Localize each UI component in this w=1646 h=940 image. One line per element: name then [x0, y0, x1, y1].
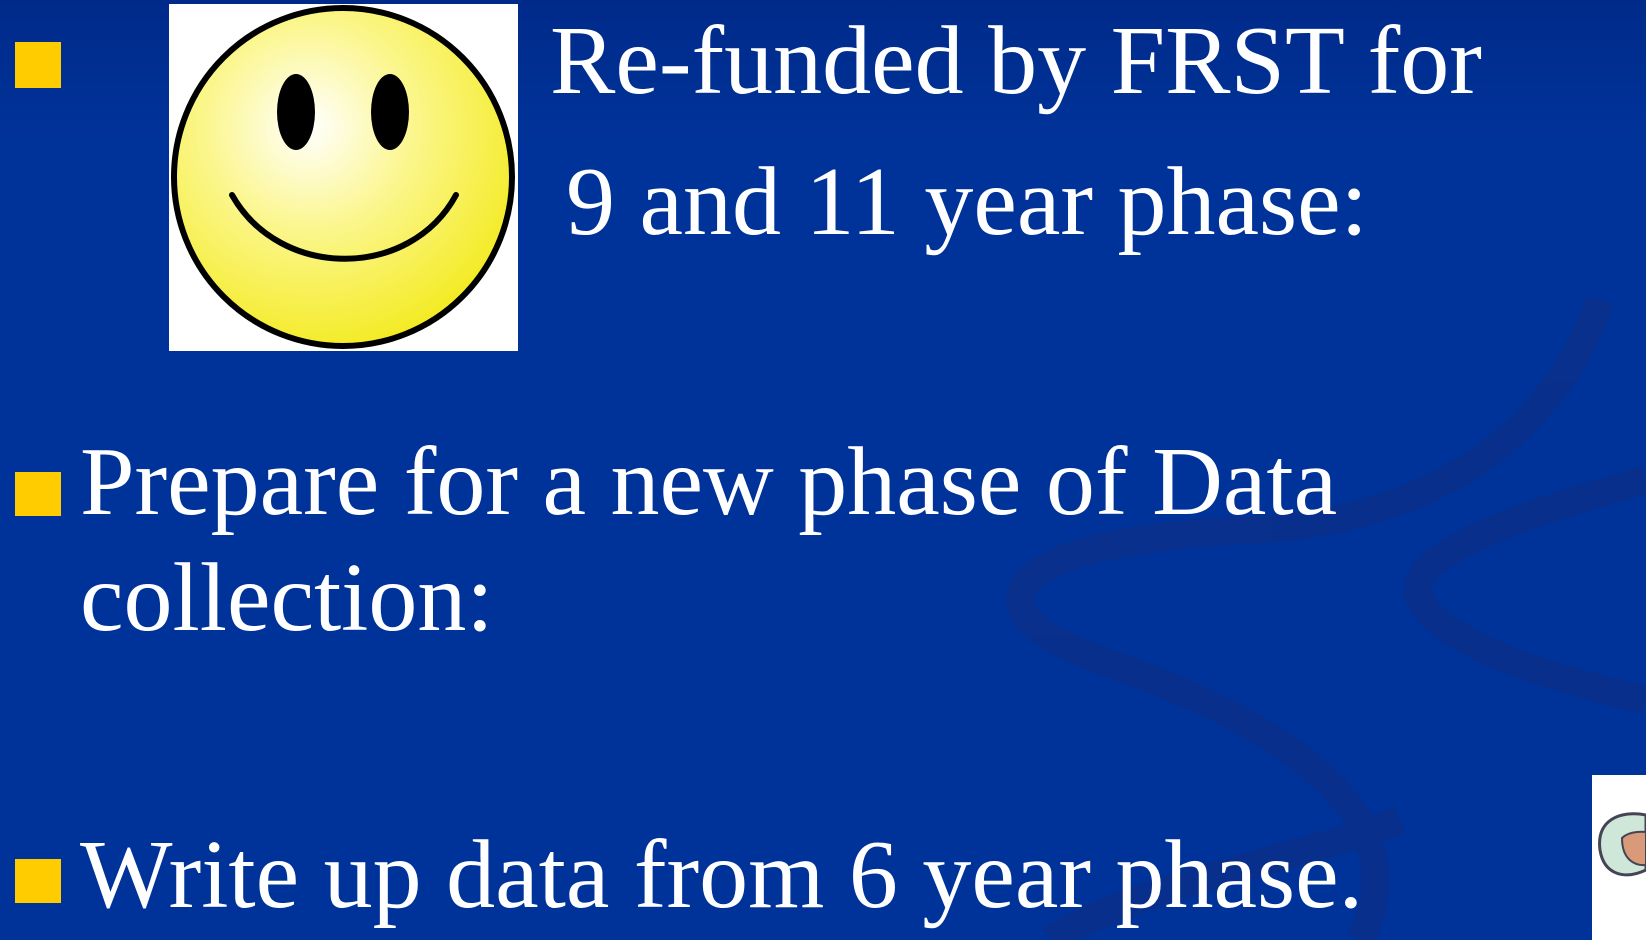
bullet-marker: [15, 472, 61, 516]
bullet-text: Re-funded by FRST for: [550, 7, 1482, 115]
bullet-marker: [15, 42, 61, 88]
bullet-text: Prepare for a new phase of Data: [80, 428, 1337, 536]
corner-image: [1592, 775, 1646, 940]
bullet-text: 9 and 11 year phase:: [566, 148, 1368, 256]
bullet-text: collection:: [80, 544, 494, 652]
bullet-text: Write up data from 6 year phase.: [80, 821, 1363, 929]
smiley-image: [169, 4, 518, 351]
bullet-marker: [15, 859, 61, 903]
slide: Re-funded by FRST for 9 and 11 year phas…: [0, 0, 1646, 940]
page: {"bullets": [ {"lines": ["Re-funded by F…: [0, 0, 1646, 940]
